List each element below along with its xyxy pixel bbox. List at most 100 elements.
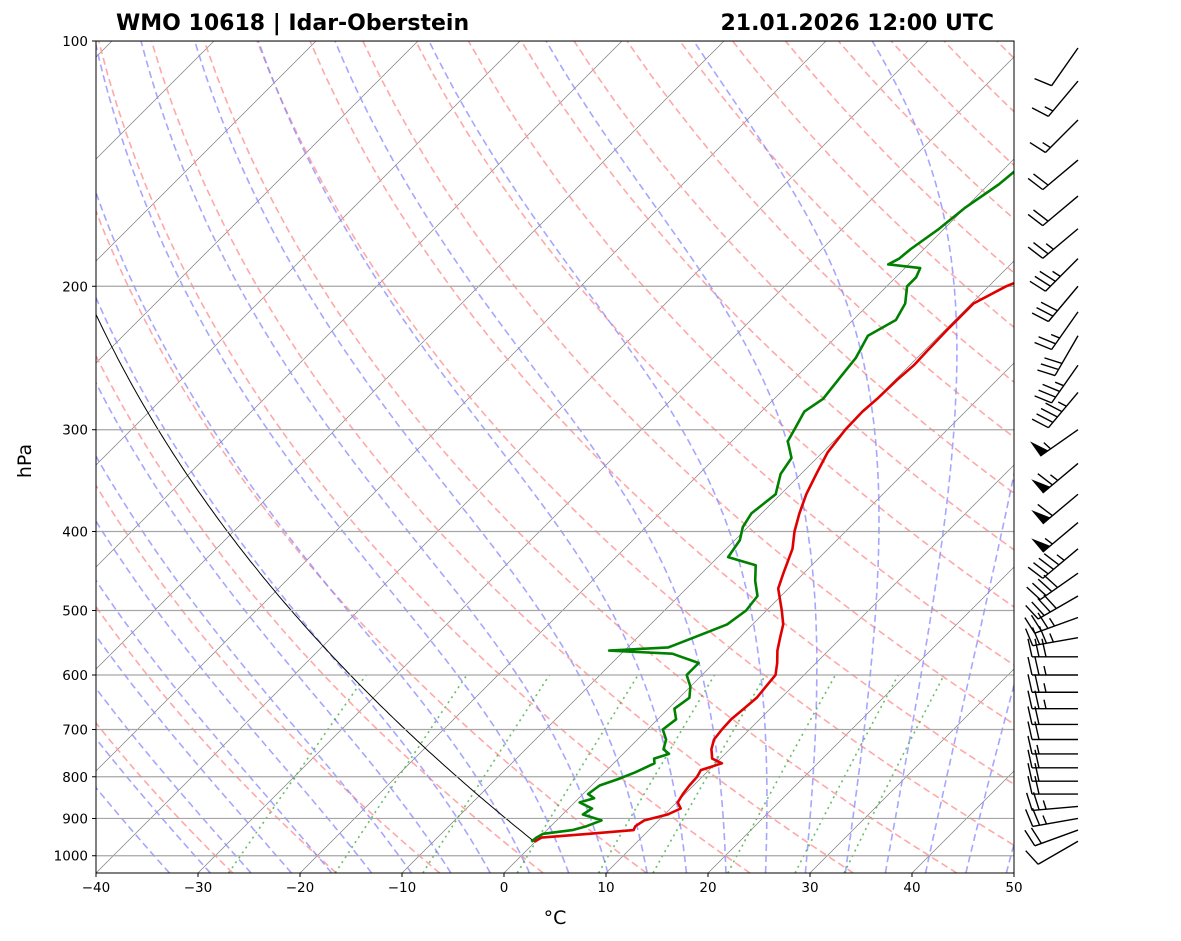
isotherm-line [1013, 872, 1014, 873]
plot-frame [95, 40, 1015, 874]
wind-barb [1027, 749, 1078, 769]
wind-barb [1027, 159, 1079, 191]
dry-adiabat [150, 41, 854, 873]
dewpoint-profile [530, 170, 1014, 843]
mixing-ratio-line [227, 674, 367, 873]
dry-adiabat [97, 41, 751, 873]
wind-barb [1029, 429, 1079, 457]
moist-adiabat [96, 381, 452, 873]
isotherm-line [96, 41, 623, 568]
isotherm-line [96, 41, 929, 873]
wind-barb [1025, 594, 1079, 620]
x-tick-label: 50 [1005, 880, 1022, 896]
isotherm-line [0, 41, 10, 873]
wind-barb [1027, 656, 1078, 676]
isotherm-line [197, 56, 1014, 873]
mixing-ratio-line [843, 674, 945, 873]
wind-barb [1024, 612, 1079, 634]
wind-barb [1027, 690, 1078, 710]
dry-adiabat [943, 41, 1014, 113]
wind-barb [1031, 493, 1079, 525]
dry-adiabat [520, 41, 1014, 551]
isotherm-line [809, 668, 1014, 873]
wind-barb [1024, 827, 1079, 847]
wind-barb [1027, 195, 1079, 227]
isotherm-line [96, 41, 419, 364]
wind-barb [1034, 364, 1079, 404]
dry-adiabat [96, 208, 647, 873]
moist-adiabat [545, 41, 818, 873]
moist-adiabat [96, 295, 491, 873]
wind-barb [1027, 228, 1079, 259]
moist-adiabat [140, 41, 609, 873]
wind-barb [1026, 572, 1079, 601]
wind-barb [1031, 391, 1079, 429]
x-tick-label: −40 [82, 880, 111, 896]
isotherm-line [707, 566, 1014, 873]
x-tick-label: −10 [388, 880, 417, 896]
chart-title: WMO 10618 | Idar-Oberstein [116, 11, 469, 36]
y-tick-label: 1000 [54, 849, 88, 865]
wind-barb [1025, 840, 1079, 865]
moist-adiabat [96, 579, 333, 873]
dry-adiabat [837, 41, 1014, 220]
y-tick-label: 100 [62, 34, 88, 50]
moist-adiabat [96, 519, 373, 873]
wind-barb [1027, 706, 1078, 726]
x-axis-label: °C [544, 907, 567, 929]
y-tick-label: 500 [62, 603, 88, 619]
y-tick-label: 700 [62, 723, 88, 739]
y-tick-label: 400 [62, 525, 88, 541]
dry-adiabat [731, 41, 1014, 329]
mixing-ratio-line [597, 674, 716, 873]
wind-barb [1031, 285, 1079, 323]
moist-adiabat [96, 454, 413, 873]
isotherm-line [96, 41, 725, 670]
dry-adiabat [679, 41, 1014, 384]
moist-adiabat [334, 41, 727, 873]
x-tick-label: 30 [801, 880, 818, 896]
isotherm-line [503, 362, 1014, 873]
y-axis: 100 200 300 400 500 600 700 800 900 1000 [54, 34, 96, 865]
isotherm-line [1116, 41, 1181, 873]
mixing-ratio-line [652, 674, 767, 873]
wind-barb [1029, 258, 1079, 292]
dry-adiabat [626, 41, 1014, 439]
isotherm-line [605, 464, 1014, 873]
wind-barb [1027, 775, 1078, 795]
isotherm-line [96, 41, 521, 466]
y-tick-label: 600 [62, 668, 88, 684]
mixing-ratio-line [727, 674, 837, 873]
wind-barb [1027, 638, 1078, 658]
isotherm-line [299, 158, 1014, 873]
wind-barbs [1024, 47, 1079, 865]
dry-adiabat [467, 41, 1014, 608]
isotherm-line [96, 41, 317, 262]
wind-barb [1034, 311, 1079, 351]
x-tick-label: 10 [597, 880, 614, 896]
moist-adiabat [96, 190, 531, 873]
moist-adiabat [924, 470, 1014, 873]
chart-datetime: 21.01.2026 12:00 UTC [720, 11, 994, 36]
moist-adiabat [96, 41, 570, 873]
x-tick-label: 0 [500, 880, 509, 896]
mixing-ratio-line [516, 674, 639, 873]
wind-barb [1037, 335, 1079, 377]
moist-adiabat [96, 737, 211, 873]
moist-adiabat [871, 41, 958, 873]
wind-barb [1031, 522, 1079, 553]
dry-adiabat [256, 41, 1014, 847]
y-tick-label: 300 [62, 423, 88, 439]
wind-barb [1027, 548, 1079, 579]
x-tick-label: 20 [699, 880, 716, 896]
dry-adiabat [1050, 41, 1181, 873]
dry-adiabat [96, 721, 234, 873]
moist-adiabat [96, 634, 293, 873]
temperature-profile [533, 281, 1014, 843]
isotherm-line [96, 41, 827, 772]
plot-area [0, 40, 1181, 874]
dry-adiabat [203, 41, 958, 873]
moist-adiabat [193, 41, 648, 873]
moist-adiabat [693, 41, 880, 873]
